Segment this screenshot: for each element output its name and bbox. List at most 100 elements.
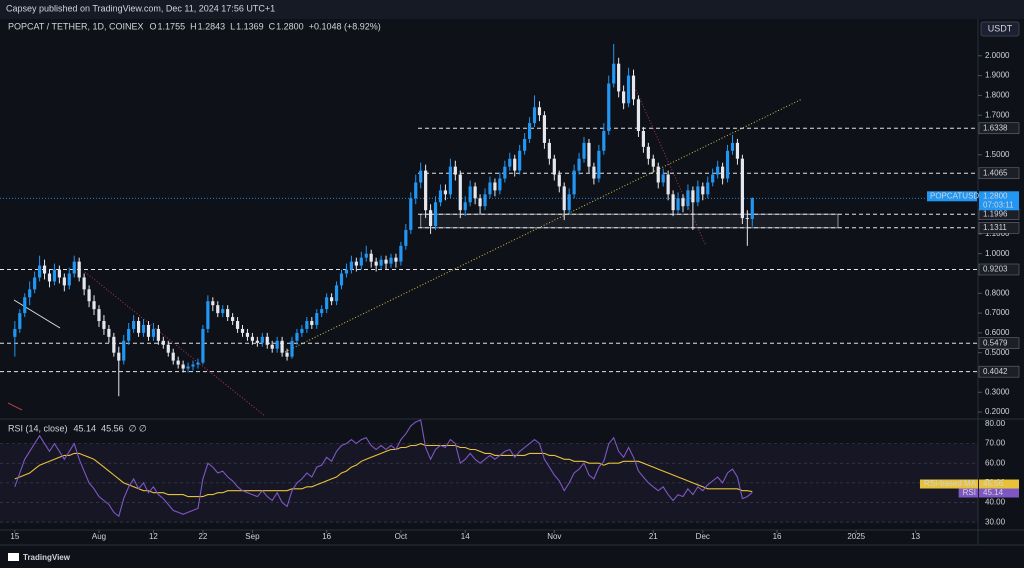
price-tag	[979, 191, 1019, 211]
candle-body	[681, 198, 685, 207]
x-tick-label: Oct	[395, 532, 408, 541]
price-tag-ticker: POPCATUSDT	[930, 191, 984, 200]
candle-body	[552, 158, 556, 175]
candle-body	[433, 202, 438, 227]
candle-body	[701, 186, 705, 195]
candle-body	[498, 178, 502, 191]
x-tick-label: 2025	[847, 532, 865, 541]
candle-body	[265, 336, 269, 345]
candle-body	[518, 150, 522, 171]
candle-body	[592, 166, 596, 179]
rsi-line	[14, 443, 753, 498]
y-tick-label: 0.7000	[985, 308, 1010, 317]
logo-text: TradingView	[23, 553, 71, 562]
level-label: 1.4065	[983, 168, 1008, 177]
rsi-tag-value: 45.14	[983, 488, 1004, 497]
x-tick-label: 13	[911, 532, 920, 541]
candle-body	[33, 277, 37, 290]
candle-body	[557, 174, 561, 187]
candle-body	[127, 328, 131, 341]
candle-body	[181, 364, 185, 369]
level-label: 0.5479	[983, 338, 1008, 347]
x-tick-label: 21	[649, 532, 658, 541]
support-zone	[420, 213, 839, 229]
candle-body	[47, 273, 52, 282]
candle-body	[290, 340, 294, 357]
rsi-name-tag	[919, 479, 978, 489]
legend-value: 1.2800	[276, 21, 304, 31]
candle-body	[186, 366, 190, 369]
candle-body	[156, 328, 160, 341]
y-tick-label: 0.3000	[985, 387, 1010, 396]
candle-body	[62, 277, 66, 286]
candle-body	[745, 218, 749, 219]
y-tick-label: 70.00	[985, 439, 1006, 448]
candle-body	[92, 301, 96, 310]
candle-body	[255, 340, 259, 343]
candle-body	[508, 158, 512, 167]
y-tick-label: 1.1000	[985, 229, 1010, 238]
rsi-tag-name: RSI	[963, 488, 976, 497]
y-tick-label: 1.7000	[985, 110, 1010, 119]
level-label: 1.1996	[983, 209, 1008, 218]
rsi-legend-value: 45.14	[74, 423, 97, 433]
candle-body	[37, 265, 42, 278]
rsi-tag-name: RSI-based MA	[924, 479, 977, 488]
candle-body	[622, 91, 626, 104]
candle-body	[493, 182, 497, 191]
x-tick-label: 16	[773, 532, 782, 541]
rsi-tag	[979, 488, 1019, 498]
trendline	[13, 299, 61, 329]
candle-body	[97, 309, 101, 322]
candle-body	[478, 198, 482, 207]
candle-body	[463, 202, 467, 211]
candle-body	[488, 182, 492, 195]
candle-body	[374, 261, 378, 266]
candle-body	[394, 257, 398, 262]
candle-body	[107, 328, 111, 337]
trendline	[84, 271, 266, 417]
candle-body	[424, 170, 428, 211]
rsi-title: RSI (14, close)	[8, 423, 68, 433]
candle-body	[141, 324, 146, 333]
level-tag	[978, 263, 1020, 276]
candle-body	[122, 340, 126, 361]
candle-body	[414, 182, 418, 199]
x-tick-label: 15	[10, 532, 19, 541]
candle-body	[409, 198, 413, 230]
candle-body	[587, 142, 591, 167]
candle-body	[750, 198, 754, 219]
candle-body	[18, 313, 22, 329]
candle-body	[72, 261, 76, 274]
rsi-icons: ∅ ∅	[129, 423, 147, 433]
candle-body	[646, 146, 650, 159]
candle-body	[196, 362, 200, 365]
y-tick-label: 0.8000	[985, 288, 1010, 297]
candle-body	[329, 297, 334, 302]
candle-body	[666, 174, 670, 195]
currency[interactable]: USDT	[988, 23, 1013, 33]
price-tag-value: 1.2800	[983, 191, 1008, 200]
candle-body	[676, 198, 680, 211]
candle-body	[191, 364, 195, 367]
candle-body	[285, 352, 289, 357]
candle-body	[503, 166, 507, 179]
candle-body	[339, 273, 344, 286]
candle-body	[275, 340, 279, 349]
logo: TradingView	[8, 553, 71, 562]
candle-body	[320, 309, 324, 314]
candle-body	[364, 253, 368, 258]
trendline	[7, 402, 23, 411]
y-tick-label: 60.00	[985, 458, 1006, 467]
candle-body	[354, 261, 358, 266]
candle-body	[52, 269, 57, 282]
candle-body	[740, 158, 744, 219]
candle-body	[295, 332, 299, 341]
currency-button[interactable]	[980, 21, 1020, 37]
candle-body	[696, 186, 700, 203]
candle-body	[597, 150, 601, 179]
candle-body	[453, 166, 457, 175]
level-label: 0.9203	[983, 265, 1008, 274]
candle-body	[404, 229, 408, 246]
